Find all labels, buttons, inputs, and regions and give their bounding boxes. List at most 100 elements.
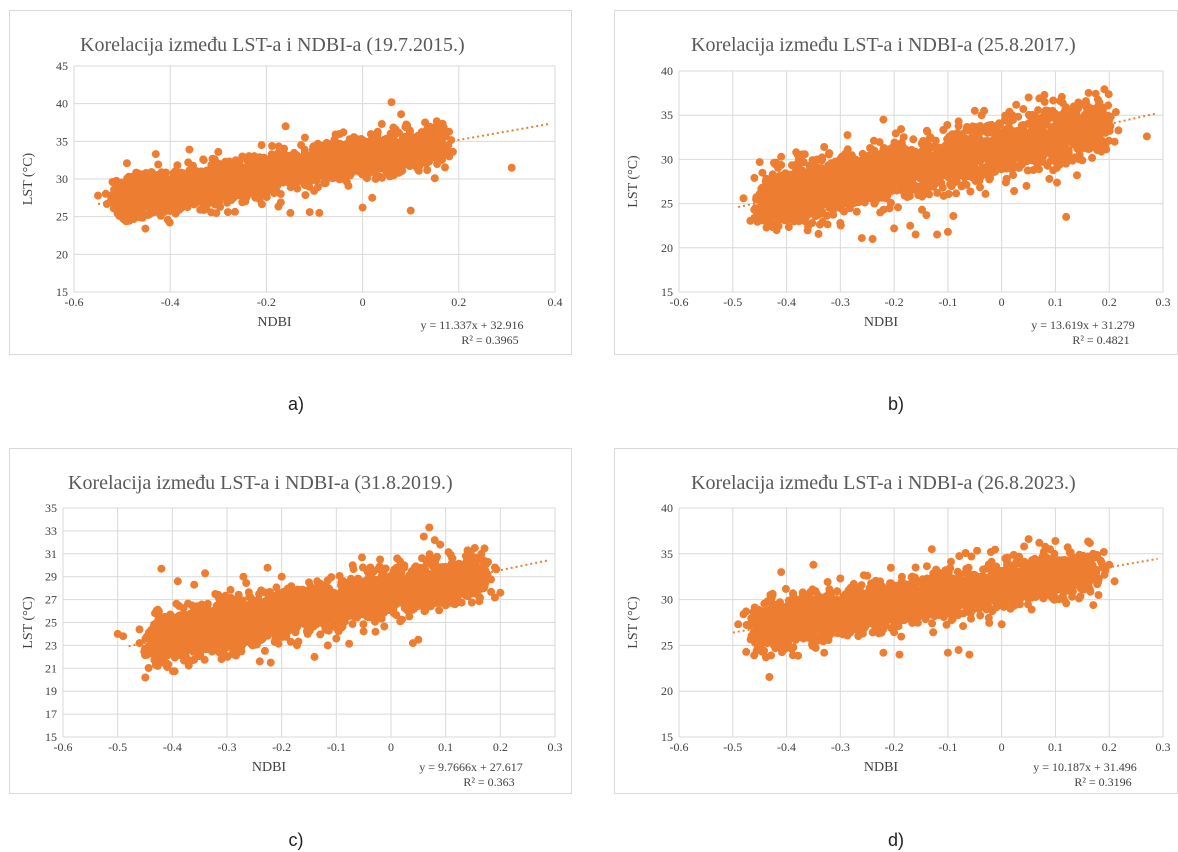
data-point (199, 205, 208, 214)
x-tick-label: -0.2 (885, 295, 904, 309)
data-point (305, 156, 314, 165)
data-point (423, 166, 432, 174)
data-point (151, 150, 160, 159)
data-point (223, 195, 232, 204)
data-point (189, 196, 198, 205)
data-point (1111, 108, 1120, 117)
data-point (823, 220, 832, 229)
data-point (1018, 160, 1027, 169)
data-point (185, 166, 194, 174)
data-point (343, 140, 352, 149)
data-point (308, 162, 317, 171)
data-point (183, 192, 192, 201)
data-point (288, 154, 297, 163)
data-point (247, 170, 256, 179)
data-point (406, 155, 415, 164)
data-point (132, 205, 141, 214)
data-point (867, 145, 876, 154)
y-tick-label: 25 (56, 210, 68, 224)
data-point (268, 142, 277, 150)
x-tick-label: 0.4 (548, 295, 563, 309)
data-point (205, 169, 214, 178)
data-point (300, 133, 309, 142)
data-point (340, 175, 349, 184)
data-point (1024, 110, 1033, 119)
data-point (843, 131, 852, 140)
data-point (394, 168, 403, 177)
data-point (257, 141, 266, 150)
data-point (440, 144, 449, 153)
data-point (815, 164, 824, 172)
data-point (231, 207, 239, 216)
data-point (331, 150, 340, 159)
data-point (339, 128, 348, 137)
data-point (897, 176, 905, 185)
data-point (957, 182, 966, 191)
data-point (814, 229, 823, 238)
data-point (313, 183, 322, 192)
data-point (894, 203, 902, 212)
data-point (232, 167, 241, 176)
data-point (1034, 124, 1043, 133)
data-point (205, 186, 214, 195)
data-point (122, 159, 131, 168)
data-point (876, 208, 885, 217)
data-point (1049, 96, 1058, 105)
data-point (1001, 111, 1010, 120)
y-tick-label: 35 (661, 108, 673, 122)
data-point (838, 152, 846, 161)
data-point (1034, 106, 1043, 115)
data-point (142, 169, 151, 177)
data-point (315, 208, 324, 217)
data-point (212, 209, 221, 218)
data-point (390, 131, 399, 140)
data-point (423, 144, 432, 153)
data-point (359, 154, 367, 163)
data-point (146, 184, 155, 193)
chart-panel-a: Korelacija između LST-a i NDBI-a (19.7.2… (9, 10, 572, 355)
x-axis-label: NDBI (864, 315, 899, 330)
data-point (923, 127, 932, 136)
x-tick-label: 0.2 (451, 295, 466, 309)
data-point (143, 211, 152, 219)
chart-svg: Korelacija između LST-a i NDBI-a (25.8.2… (626, 34, 1171, 347)
data-point (435, 128, 444, 137)
data-point (762, 223, 771, 232)
data-point (262, 193, 271, 202)
data-point (152, 202, 161, 211)
data-point (944, 190, 953, 198)
data-point (405, 162, 414, 171)
data-point (1051, 113, 1059, 121)
trendline-r2: R² = 0.3965 (461, 333, 518, 347)
data-point (117, 178, 126, 187)
data-point (1070, 153, 1079, 162)
data-point (214, 147, 223, 156)
data-point (378, 173, 386, 182)
data-point (172, 176, 181, 185)
chart-svg: Korelacija između LST-a i NDBI-a (19.7.2… (21, 34, 563, 347)
data-point (389, 123, 398, 132)
data-point (110, 185, 118, 194)
data-point (141, 224, 150, 233)
data-point (445, 152, 454, 161)
x-tick-label: -0.5 (723, 295, 742, 309)
data-point (276, 190, 285, 198)
data-point (183, 203, 192, 212)
y-tick-label: 40 (661, 64, 673, 78)
data-point (221, 157, 230, 166)
data-point (282, 177, 290, 186)
data-point (178, 169, 187, 178)
data-point (1062, 103, 1070, 112)
data-point (824, 150, 833, 159)
data-point (358, 203, 367, 212)
data-point (324, 143, 332, 152)
x-tick-label: -0.6 (65, 295, 84, 309)
data-point (108, 178, 117, 186)
y-tick-label: 30 (661, 152, 673, 166)
data-point (288, 171, 297, 180)
data-point (101, 189, 110, 198)
data-point (864, 151, 873, 160)
data-point (214, 167, 223, 176)
data-point (177, 204, 186, 212)
data-point (305, 208, 314, 217)
